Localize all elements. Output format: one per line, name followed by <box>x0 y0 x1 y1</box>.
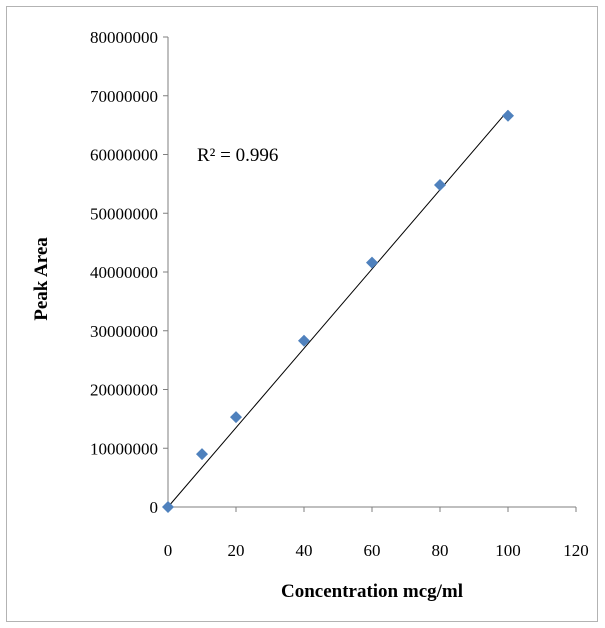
data-points <box>162 109 514 513</box>
y-tick-label: 10000000 <box>90 439 158 458</box>
scatter-chart: 0 10000000 20000000 30000000 40000000 5000000… <box>31 28 589 602</box>
y-tick-label: 70000000 <box>90 87 158 106</box>
data-point <box>196 448 208 461</box>
x-tick-label: 40 <box>296 541 313 560</box>
tick-labels: 0 10000000 20000000 30000000 40000000 5000000… <box>90 28 589 560</box>
x-tick-label: 120 <box>563 541 589 560</box>
data-point <box>366 256 378 269</box>
r-squared-annotation: R² = 0.996 <box>197 145 278 166</box>
y-tick-label: 20000000 <box>90 381 158 400</box>
y-tick-label: 40000000 <box>90 263 158 282</box>
x-tick-label: 100 <box>495 541 521 560</box>
y-tick-label: 80000000 <box>90 28 158 47</box>
data-point <box>502 109 514 122</box>
x-tick-label: 80 <box>432 541 449 560</box>
data-point <box>162 501 174 513</box>
chart-frame: 0 10000000 20000000 30000000 40000000 5000000… <box>6 6 598 622</box>
y-axis-title: Peak Area <box>31 237 52 321</box>
x-tick-label: 20 <box>228 541 245 560</box>
y-tick-label: 60000000 <box>90 146 158 165</box>
y-tick-label: 0 <box>150 498 159 517</box>
trendline <box>167 110 509 508</box>
x-axis-title: Concentration mcg/ml <box>281 581 463 602</box>
x-tick-label: 60 <box>364 541 381 560</box>
y-tick-label: 30000000 <box>90 322 158 341</box>
trendline-layer <box>167 110 509 508</box>
data-point <box>434 179 446 192</box>
y-tick-label: 50000000 <box>90 204 158 223</box>
data-point <box>230 411 242 424</box>
data-point <box>298 334 310 347</box>
x-tick-label: 0 <box>164 541 173 560</box>
